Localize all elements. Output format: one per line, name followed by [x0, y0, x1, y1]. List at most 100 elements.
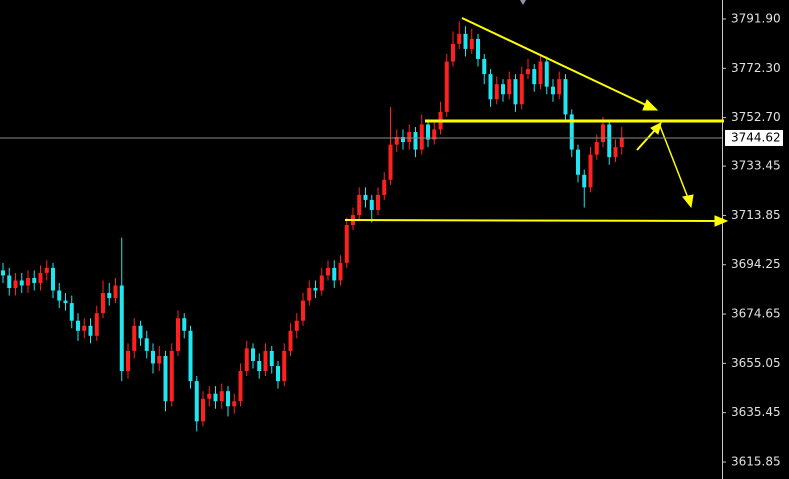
candle-body — [19, 280, 24, 286]
candle-body — [588, 154, 593, 188]
candle-body — [526, 69, 530, 75]
candle-body — [76, 320, 80, 331]
candle-body — [544, 61, 549, 87]
arrow-head — [642, 99, 659, 111]
candle-body — [513, 79, 518, 105]
candle-body — [538, 61, 543, 85]
candle-body — [144, 338, 149, 351]
candle-body — [132, 325, 137, 351]
candle-body — [301, 300, 305, 321]
candle-body — [601, 124, 605, 143]
candle-body — [157, 355, 162, 364]
candle-body — [257, 360, 262, 372]
scroll-marker — [520, 0, 526, 5]
candle-body — [182, 318, 187, 331]
y-tick-label: 3733.45 — [731, 159, 781, 173]
candle-body — [38, 272, 43, 283]
candle-body — [363, 194, 368, 200]
candle-body — [444, 61, 449, 112]
candle-body — [501, 84, 505, 95]
candle-body — [519, 74, 524, 105]
candle-body — [188, 330, 193, 382]
y-tick-label: 3694.25 — [731, 257, 781, 271]
candle-body — [32, 277, 37, 283]
candle-body — [451, 43, 455, 62]
y-tick-label: 3615.85 — [731, 455, 781, 469]
candle-body — [219, 391, 224, 402]
y-tick-label: 3674.65 — [731, 307, 781, 321]
candle-body — [169, 350, 174, 402]
candle-body — [388, 144, 393, 180]
candle-body — [357, 194, 362, 216]
candle-body — [213, 393, 218, 402]
candle-body — [369, 199, 374, 210]
candle-body — [176, 318, 180, 351]
candle-body — [463, 33, 468, 49]
candle-body — [7, 275, 12, 289]
candle-body — [582, 174, 587, 188]
candle-body — [269, 350, 274, 367]
trend-line — [461, 17, 649, 107]
candle-body — [276, 366, 280, 382]
trend-drawings — [344, 17, 729, 227]
arrow-head — [714, 215, 729, 227]
candle-body — [232, 401, 237, 407]
candle-body — [576, 149, 580, 175]
candle-body — [432, 129, 437, 140]
current-price-box — [725, 129, 783, 146]
candle-body — [294, 320, 299, 331]
candle-body — [1, 270, 5, 276]
candle-body — [413, 131, 418, 150]
y-tick-label: 3772.30 — [731, 61, 781, 75]
candle-body — [126, 350, 130, 372]
candle-body — [494, 84, 499, 100]
y-tick-label: 3713.85 — [731, 208, 781, 222]
candle-body — [151, 350, 155, 364]
candle-body — [13, 280, 18, 289]
candle-body — [319, 275, 324, 291]
candle-body — [407, 131, 412, 143]
candle-body — [551, 86, 555, 95]
candle-body — [88, 325, 93, 336]
candle-body — [457, 33, 462, 44]
candle-body — [63, 300, 68, 304]
candle-body — [263, 350, 268, 372]
candle-body — [594, 142, 599, 155]
candle-body — [207, 393, 212, 399]
candle-body — [569, 114, 574, 150]
candle-body — [394, 137, 399, 145]
candle-body — [138, 325, 143, 339]
candle-body — [288, 330, 293, 351]
candle-body — [619, 137, 624, 148]
candle-body — [563, 79, 568, 115]
candle-body — [376, 194, 380, 210]
support-line — [344, 219, 717, 222]
candle-body — [238, 371, 243, 402]
candle-body — [557, 79, 562, 95]
candle-body — [194, 381, 199, 422]
candle-body — [57, 290, 62, 301]
candle-body — [51, 267, 55, 291]
candle-body — [607, 124, 612, 158]
candle-body — [382, 179, 387, 195]
candle-body — [488, 74, 493, 100]
candle-body — [251, 348, 255, 361]
candle-body — [201, 398, 205, 422]
candle-body — [338, 262, 343, 281]
candle-body — [507, 79, 512, 95]
candle-body — [44, 267, 49, 273]
candle-body — [482, 59, 487, 75]
candle-body — [26, 277, 30, 286]
candle-body — [163, 355, 168, 402]
arrow-head — [650, 122, 662, 135]
arrow-head — [682, 194, 694, 209]
candle-body — [613, 147, 618, 158]
candle-body — [313, 288, 318, 291]
candle-body — [307, 288, 312, 301]
candle-body — [532, 69, 537, 85]
candle-body — [401, 137, 405, 143]
candle-body — [101, 293, 105, 314]
candle-body — [282, 350, 287, 382]
